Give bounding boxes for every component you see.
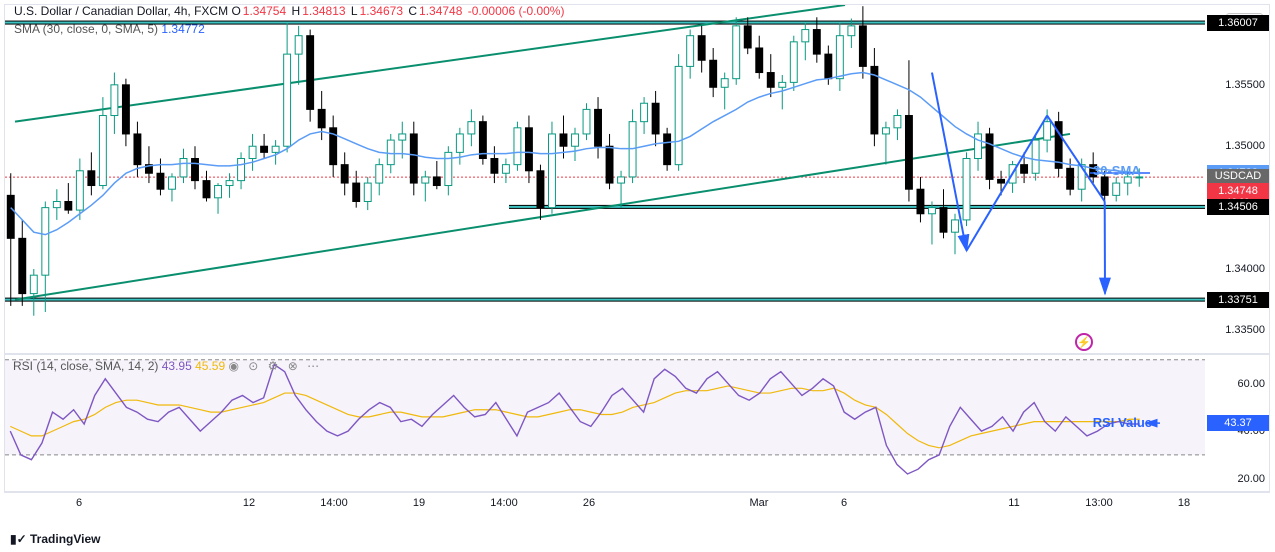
x-tick: 26: [583, 497, 595, 509]
rsi-panel[interactable]: RSI (14, close, SMA, 14, 2) 43.95 45.59 …: [4, 354, 1204, 492]
y-tick: 20.00: [1237, 473, 1265, 485]
x-tick: 19: [413, 497, 425, 509]
tv-icon: ▮✓: [10, 532, 27, 546]
rsi-label: RSI (14, close, SMA, 14, 2): [13, 359, 158, 373]
x-tick: 6: [76, 497, 82, 509]
x-tick: 6: [841, 497, 847, 509]
x-axis[interactable]: 6 12 14:00 19 14:00 26 Mar 6 11 13:00 18: [4, 492, 1270, 514]
x-tick: 18: [1178, 497, 1190, 509]
anno-30sma-label: 30-SMA: [1093, 163, 1141, 178]
price-marker: 1.36007: [1207, 15, 1269, 31]
x-tick: 11: [1008, 497, 1019, 509]
rsi-controls[interactable]: ◉ ⊙ ⚙ ⊗ ⋯: [228, 359, 322, 373]
price-chart-svg: [5, 5, 1205, 355]
rsi-value: 43.95: [162, 359, 192, 373]
flash-icon[interactable]: ⚡: [1075, 333, 1093, 351]
rsi-chart-svg: [5, 355, 1205, 493]
x-tick: 13:00: [1085, 497, 1113, 509]
main-price-panel[interactable]: 30-SMA ⚡: [4, 4, 1204, 354]
rsi-header: RSI (14, close, SMA, 14, 2) 43.95 45.59 …: [13, 359, 322, 373]
tradingview-logo[interactable]: ▮✓ TradingView: [10, 532, 100, 546]
y-tick: 60.00: [1237, 378, 1265, 390]
y-axis-main[interactable]: CAD 1.335001.340001.345001.350001.355001…: [1204, 4, 1270, 354]
rsi-value2: 45.59: [195, 359, 225, 373]
y-tick: 1.34000: [1225, 263, 1265, 275]
price-marker: 1.34506: [1207, 199, 1269, 215]
y-axis-rsi[interactable]: 20.0040.0060.00 43.37: [1204, 354, 1270, 492]
anno-rsi-label: RSI Value: [1093, 415, 1152, 430]
x-tick: Mar: [750, 497, 769, 509]
y-tick: 1.35500: [1225, 79, 1265, 91]
chart-container: U.S. Dollar / Canadian Dollar, 4h, FXCM …: [0, 0, 1275, 552]
y-tick: 1.33500: [1225, 324, 1265, 336]
x-tick: 14:00: [490, 497, 518, 509]
y-tick: 1.35000: [1225, 140, 1265, 152]
x-tick: 14:00: [320, 497, 348, 509]
price-marker: 1.33751: [1207, 292, 1269, 308]
x-tick: 12: [243, 497, 255, 509]
rsi-marker: 43.37: [1207, 415, 1269, 431]
